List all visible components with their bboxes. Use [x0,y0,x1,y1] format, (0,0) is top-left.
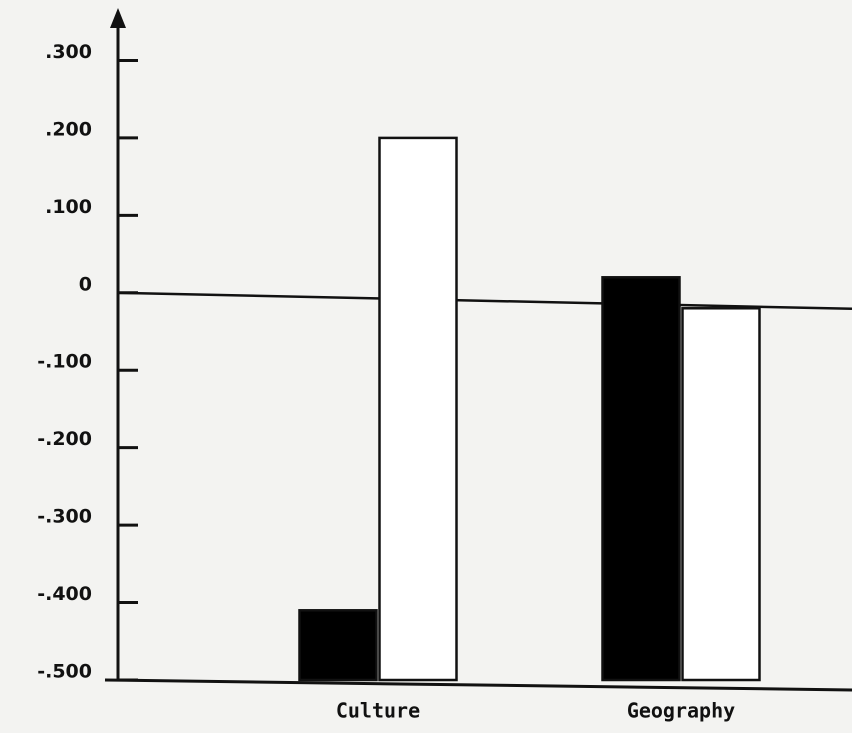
y-tick-label: 0 [79,273,92,295]
y-tick-label: .100 [45,196,92,218]
y-tick-label: -.100 [37,351,92,373]
zero-line [117,291,852,311]
bar [378,136,458,682]
bar [681,307,761,682]
y-tick-label: .200 [45,118,92,140]
y-tick-label: -.300 [37,506,92,528]
x-tick-label: Culture [336,699,420,723]
bar [601,276,681,682]
y-axis-arrow [110,8,126,28]
y-tick-label: -.400 [37,583,92,605]
bar [298,609,378,682]
y-tick-label: -.500 [37,661,92,683]
x-axis [104,678,852,692]
x-tick-label: Geography [627,699,735,723]
y-tick-label: -.200 [37,428,92,450]
y-tick-label: .300 [45,41,92,63]
